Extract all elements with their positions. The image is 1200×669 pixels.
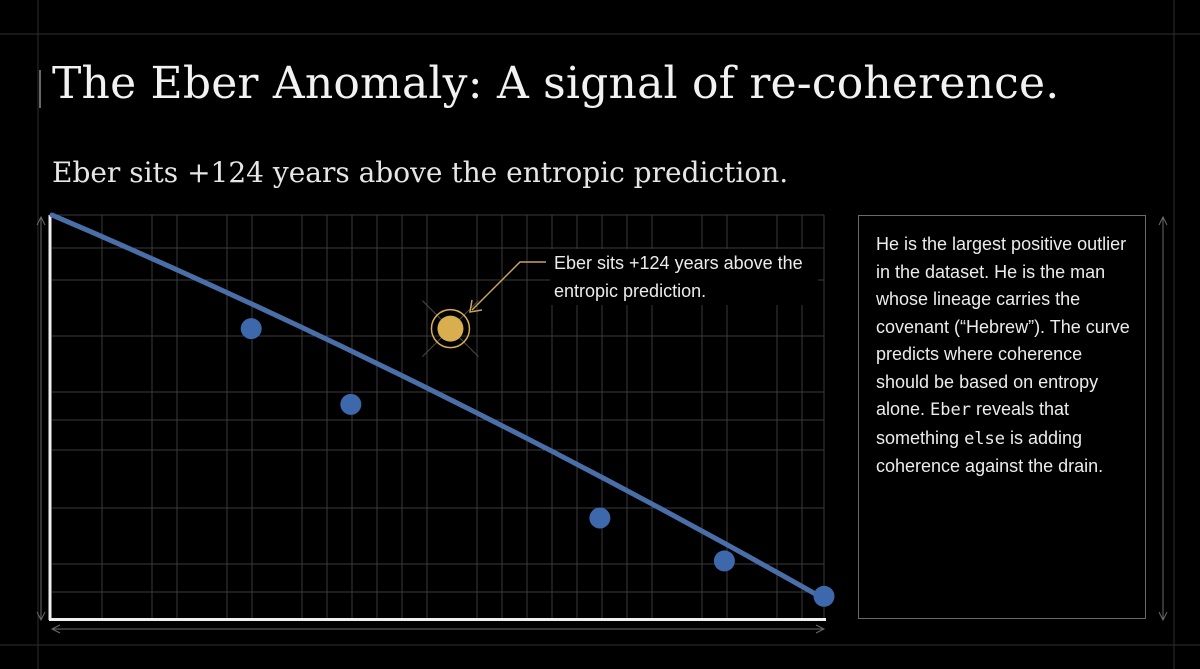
x-dimension-arrow-right — [815, 624, 826, 634]
chart-grid — [52, 214, 825, 619]
trend-line — [49, 212, 827, 602]
data-point — [713, 550, 735, 572]
annotation-arrow — [469, 261, 546, 313]
data-point — [589, 507, 611, 529]
annotation-leader — [471, 261, 546, 311]
dimension-markers — [36, 215, 1168, 634]
outlier-group — [422, 300, 479, 357]
chart-axes — [48, 215, 826, 621]
annotation-arrowhead — [469, 299, 483, 313]
side-dimension-arrow-bottom — [1158, 611, 1168, 622]
sidebar-text: He is the largest positive outlier in th… — [876, 231, 1138, 481]
sidebar-code-term: else — [964, 428, 1006, 449]
data-point — [240, 318, 262, 340]
sidebar-code-term: Eber — [930, 400, 971, 420]
y-dimension-arrow-top — [36, 215, 46, 226]
sidebar-text-segment: He is the largest positive outlier in th… — [876, 234, 1130, 419]
x-dimension-arrow-left — [50, 624, 61, 634]
sidebar-box — [858, 215, 1146, 619]
outlier-halo — [430, 308, 471, 349]
sidebar-text-segment: is adding coherence against the drain. — [876, 427, 1104, 477]
data-points — [240, 318, 835, 607]
sidebar-text-segment: reveals that something — [876, 399, 1070, 448]
outlier-point — [437, 315, 464, 342]
data-point — [813, 585, 835, 607]
y-dimension-arrow-bottom — [36, 611, 46, 622]
trend-line-group — [49, 212, 827, 602]
side-dimension-arrow-top — [1158, 215, 1168, 226]
slide-title: The Eber Anomaly: A signal of re-coheren… — [52, 58, 1060, 109]
slide-subtitle: Eber sits +124 years above the entropic … — [52, 156, 789, 189]
data-point — [340, 393, 362, 415]
annotation-label: Eber sits +124 years above the entropic … — [550, 249, 818, 305]
